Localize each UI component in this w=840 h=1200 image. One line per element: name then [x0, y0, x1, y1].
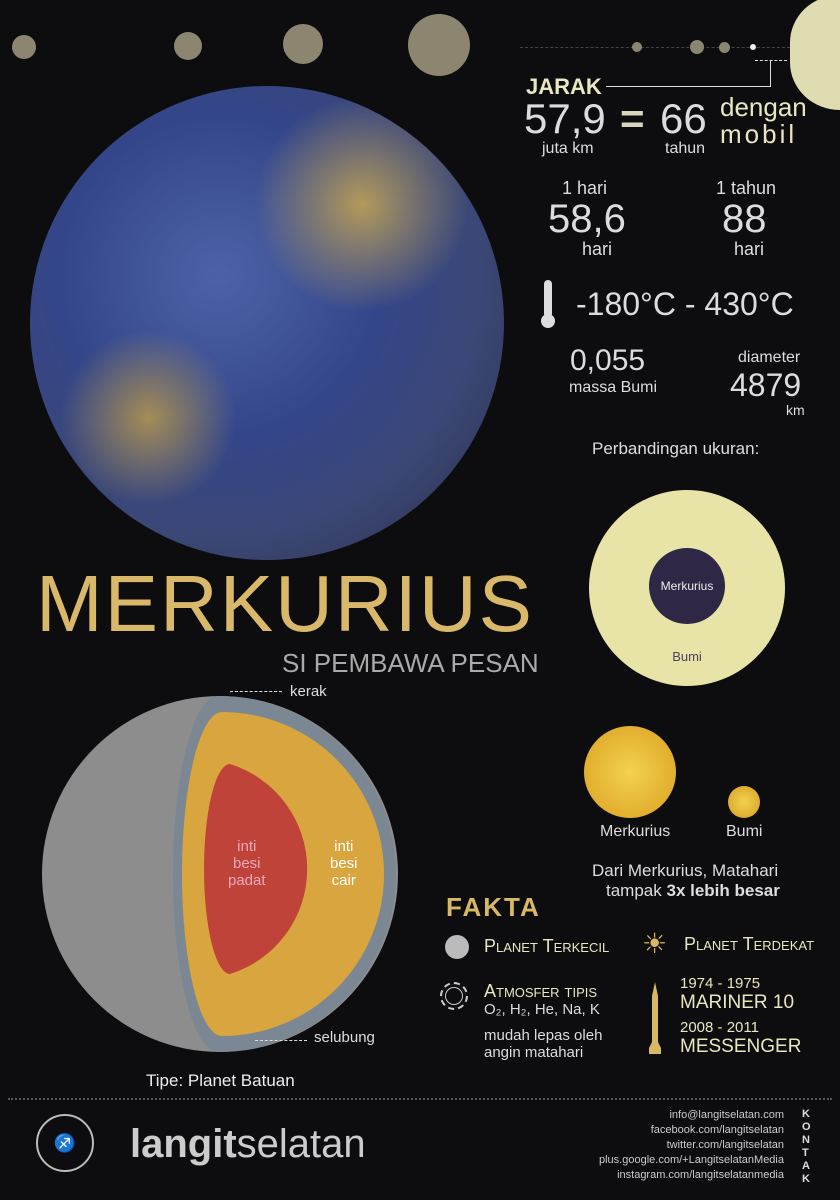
contact-email[interactable]: info@langitselatan.com: [669, 1109, 784, 1121]
day-value: 58,6: [548, 197, 626, 241]
equals-sign: =: [620, 95, 645, 142]
planet-dot-mercury: [750, 44, 756, 50]
planet-dot-earth: [690, 40, 704, 54]
sun-from-earth: [728, 786, 760, 818]
mission1-name: MARINER 10: [680, 992, 795, 1013]
distance-value: 57,9: [524, 95, 606, 142]
atmosphere-icon: [440, 982, 468, 1010]
planet-dot-saturn: [283, 24, 323, 64]
temperature-range: -180°C - 430°C: [576, 286, 794, 322]
distance-arrow: [606, 86, 771, 87]
mercury-planet-image: [30, 86, 504, 560]
langitselatan-logo: ♐: [36, 1114, 94, 1172]
distance-bracket: [755, 60, 787, 61]
fact-gases: O₂, H₂, He, Na, K: [484, 1001, 600, 1018]
contact-instagram[interactable]: instagram.com/langitselatanmedia: [617, 1169, 784, 1181]
crust-pointer: [230, 691, 282, 692]
footer-divider: [8, 1098, 832, 1100]
liquid-core-line: besi: [330, 855, 358, 872]
contact-links: info@langitselatan.com facebook.com/lang…: [599, 1108, 784, 1183]
day-label: 1 hari: [562, 178, 608, 198]
kontak-label: KONTAK: [802, 1108, 811, 1185]
solid-core-line: inti: [237, 838, 257, 855]
solid-core-line: padat: [228, 872, 266, 889]
contact-googleplus[interactable]: plus.google.com/+LangitselatanMedia: [599, 1154, 784, 1166]
page-subtitle: SI PEMBAWA PESAN: [282, 648, 539, 678]
distance-unit: juta km: [542, 140, 594, 157]
sun-view-text-bold: 3x lebih besar: [666, 881, 780, 900]
rocket-icon: [648, 982, 662, 1054]
car-label-2: mobil: [720, 119, 798, 149]
sun-label-earth: Bumi: [726, 823, 763, 840]
mission2-years: 2008 - 2011: [680, 1019, 759, 1036]
mercury-size-circle: [649, 548, 725, 624]
sun-view-text: Dari Merkurius, Matahari: [592, 861, 779, 880]
year-value: 88: [722, 197, 767, 241]
comparison-title: Perbandingan ukuran:: [592, 439, 760, 458]
mission1-years: 1974 - 1975: [680, 975, 761, 992]
sun-view-text-2: tampak 3x lebih besar: [606, 882, 780, 899]
car-years-unit: tahun: [665, 140, 706, 157]
solid-core-layer: [204, 764, 308, 974]
fact-escape-2: angin matahari: [484, 1044, 584, 1061]
sun-label-mercury: Merkurius: [600, 823, 671, 840]
liquid-core-line: inti: [334, 838, 354, 855]
day-unit: hari: [582, 239, 613, 259]
liquid-core-label: inti besi cair: [330, 838, 358, 889]
thermometer-icon: [541, 280, 555, 330]
liquid-core-line: cair: [331, 872, 356, 889]
diameter-label: diameter: [738, 349, 801, 366]
fact-atmosphere: Atmosfer tipis: [484, 981, 598, 1001]
crust-label: kerak: [290, 683, 327, 700]
mantle-pointer: [255, 1040, 307, 1041]
mercury-size-label: Merkurius: [660, 579, 714, 593]
fact-closest: Planet Terdekat: [684, 934, 815, 954]
planet-dot-mars: [632, 42, 642, 52]
brand-bold: langit: [130, 1122, 237, 1166]
planet-dot-uranus: [174, 32, 202, 60]
diameter-value: 4879: [730, 367, 802, 403]
mantle-label: selubung: [314, 1029, 375, 1046]
fact-smallest: Planet Terkecil: [484, 936, 610, 956]
small-planet-icon: [445, 935, 469, 959]
orbit-line: [520, 47, 790, 48]
brand-name: langitselatan: [130, 1124, 366, 1164]
year-unit: hari: [734, 239, 765, 259]
distance-label: JARAK: [526, 74, 602, 99]
diameter-unit: km: [786, 402, 805, 418]
planet-dot-venus: [719, 42, 730, 53]
planet-dot-neptune: [12, 35, 36, 59]
planet-type: Tipe: Planet Batuan: [146, 1071, 295, 1090]
fact-escape-1: mudah lepas oleh: [484, 1027, 603, 1044]
sun-icon: ☀: [642, 928, 668, 959]
car-label-1: dengan: [720, 92, 807, 122]
page-title: MERKURIUS: [36, 559, 535, 648]
facts-title: FAKTA: [446, 892, 541, 922]
earth-size-label: Bumi: [672, 649, 702, 664]
car-years-value: 66: [660, 95, 707, 142]
planet-dot-jupiter: [408, 14, 470, 76]
mercury-cross-section: [40, 694, 400, 1054]
sun-view-text-prefix: tampak: [606, 881, 667, 900]
solid-core-line: besi: [233, 855, 261, 872]
solid-core-label: inti besi padat: [228, 838, 266, 889]
mass-value: 0,055: [570, 344, 646, 377]
contact-facebook[interactable]: facebook.com/langitselatan: [650, 1124, 784, 1136]
mass-unit: massa Bumi: [569, 379, 658, 396]
year-label: 1 tahun: [716, 178, 777, 198]
contact-twitter[interactable]: twitter.com/langitselatan: [666, 1139, 784, 1151]
brand-light: selatan: [236, 1122, 366, 1166]
distance-connector: [770, 60, 771, 87]
sun-from-mercury: [584, 726, 676, 818]
mission2-name: MESSENGER: [680, 1036, 802, 1057]
